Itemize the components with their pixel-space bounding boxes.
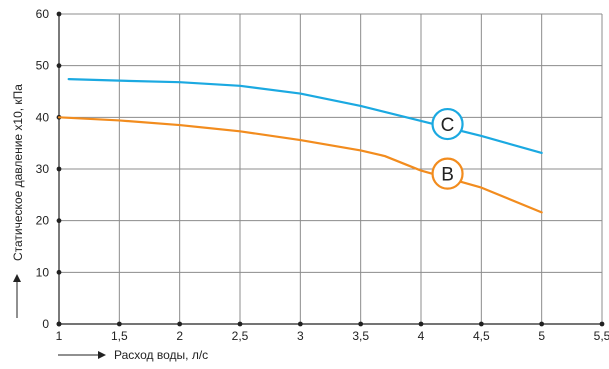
tick-labels: 1 1,5 2 2,5 3 3,5 4 4,5 5 5,5 0 10 20 30 40 50 60 bbox=[36, 7, 609, 343]
x-tick-label: 1,5 bbox=[111, 329, 128, 343]
axis-labels: Расход воды, л/с Статическое давление x1… bbox=[11, 84, 208, 362]
axes bbox=[56, 11, 605, 327]
y-tick-label: 30 bbox=[36, 162, 50, 176]
y-axis-label: Статическое давление x10, кПа bbox=[11, 84, 25, 261]
y-tick-label: 10 bbox=[36, 265, 50, 279]
x-tick-label: 5,5 bbox=[594, 329, 609, 343]
x-tick-label: 1 bbox=[56, 329, 63, 343]
x-tick-dot bbox=[599, 321, 605, 327]
series-badge-label-b: B bbox=[441, 165, 454, 186]
x-tick-label: 4 bbox=[418, 329, 425, 343]
x-axis-label: Расход воды, л/с bbox=[114, 348, 208, 362]
x-tick-label: 2 bbox=[176, 329, 183, 343]
y-tick-dot bbox=[56, 218, 62, 224]
y-tick-dot bbox=[56, 11, 62, 17]
y-tick-dot bbox=[56, 321, 62, 327]
y-tick-dot bbox=[56, 166, 62, 172]
y-tick-dot bbox=[56, 269, 62, 275]
x-tick-dot bbox=[418, 321, 424, 327]
series-layer: CB bbox=[57, 78, 543, 214]
y-tick-label: 40 bbox=[36, 110, 50, 124]
x-tick-label: 4,5 bbox=[473, 329, 490, 343]
y-tick-label: 0 bbox=[42, 317, 49, 331]
x-tick-label: 3,5 bbox=[352, 329, 369, 343]
series-badge-b bbox=[431, 157, 464, 190]
x-tick-label: 5 bbox=[538, 329, 545, 343]
x-tick-label: 2,5 bbox=[232, 329, 249, 343]
x-tick-label: 3 bbox=[297, 329, 304, 343]
grid bbox=[59, 13, 603, 324]
x-tick-dot bbox=[237, 321, 243, 327]
x-tick-dot bbox=[116, 321, 122, 327]
series-badge-c bbox=[431, 107, 464, 141]
y-tick-dot bbox=[56, 63, 62, 69]
x-tick-dot bbox=[478, 321, 484, 327]
x-tick-dot bbox=[358, 321, 364, 327]
y-tick-label: 20 bbox=[36, 214, 50, 228]
y-tick-label: 50 bbox=[36, 59, 50, 73]
x-tick-dot bbox=[297, 321, 303, 327]
x-tick-dot bbox=[539, 321, 545, 327]
x-tick-dot bbox=[177, 321, 183, 327]
y-tick-label: 60 bbox=[36, 7, 50, 21]
series-badge-label-c: C bbox=[441, 115, 455, 136]
